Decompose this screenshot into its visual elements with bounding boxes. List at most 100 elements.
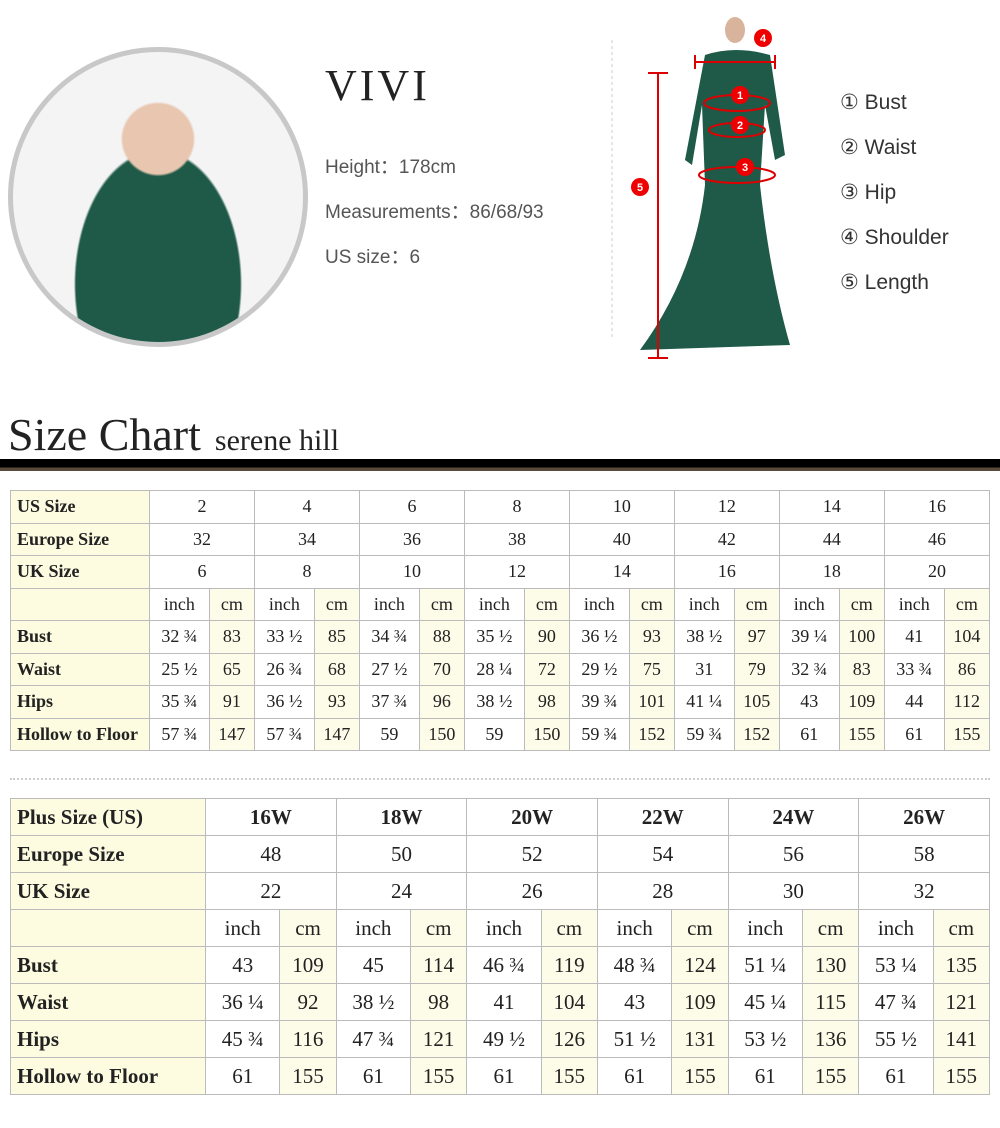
unit-cm: cm bbox=[410, 909, 468, 947]
inch-value: 57 ¾ bbox=[253, 717, 315, 751]
size-cell: 52 bbox=[466, 835, 598, 873]
size-cell: 4 bbox=[253, 490, 360, 524]
inch-value: 32 ¾ bbox=[149, 620, 210, 654]
inch-value: 61 bbox=[335, 1057, 412, 1095]
inch-value: 49 ½ bbox=[466, 1020, 542, 1058]
inch-value: 41 bbox=[883, 620, 945, 654]
row-label: Hips bbox=[10, 685, 150, 719]
size-cell: 2 bbox=[149, 490, 255, 524]
row-label: Hollow to Floor bbox=[10, 717, 150, 751]
plus-size-table: Plus Size (US) 16W 18W 20W 22W 24W 26W Europe S… bbox=[10, 798, 991, 1095]
unit-inch: inch bbox=[358, 587, 420, 621]
inch-value: 33 ½ bbox=[253, 620, 315, 654]
size-cell: 16 bbox=[673, 555, 780, 589]
inch-value: 46 ¾ bbox=[466, 946, 542, 984]
cm-value: 155 bbox=[932, 1057, 991, 1095]
unit-cm: cm bbox=[838, 587, 885, 621]
inch-value: 61 bbox=[466, 1057, 542, 1095]
size-cell: 22 bbox=[205, 872, 337, 910]
table-row: Hollow to Floor 61 155 61 155 61 155 61 155 61 155… bbox=[10, 1057, 991, 1095]
model-height: Height：178cm bbox=[325, 157, 456, 178]
unit-cm: cm bbox=[801, 909, 860, 947]
row-label: Bust bbox=[10, 620, 150, 654]
size-cell: 50 bbox=[335, 835, 468, 873]
cm-value: 152 bbox=[733, 717, 780, 751]
unit-row: inch cm inch cm inch cm inch cm inch cm inch cm bbox=[10, 909, 991, 947]
cm-value: 115 bbox=[801, 983, 860, 1021]
header-row: Europe Size 32 34 36 38 40 42 44 46 bbox=[10, 522, 991, 556]
legend-bust: ① Bust bbox=[840, 91, 907, 114]
size-cell: 26 bbox=[466, 872, 598, 910]
inch-value: 45 bbox=[335, 946, 412, 984]
inch-value: 43 bbox=[596, 983, 673, 1021]
row-label: Hollow to Floor bbox=[10, 1057, 206, 1095]
unit-inch: inch bbox=[673, 587, 735, 621]
inch-value: 25 ½ bbox=[149, 652, 210, 686]
row-label: US Size bbox=[10, 490, 150, 524]
size-cell: 42 bbox=[673, 522, 780, 556]
model-photo bbox=[8, 47, 308, 347]
inch-value: 61 bbox=[858, 1057, 934, 1095]
cm-value: 121 bbox=[410, 1020, 468, 1058]
cm-value: 116 bbox=[279, 1020, 337, 1058]
cm-value: 155 bbox=[943, 717, 991, 751]
size-cell: 10 bbox=[358, 555, 465, 589]
inch-value: 32 ¾ bbox=[778, 652, 840, 686]
cm-value: 150 bbox=[418, 717, 465, 751]
inch-value: 29 ½ bbox=[568, 652, 630, 686]
inch-value: 28 ¼ bbox=[463, 652, 525, 686]
unit-inch: inch bbox=[466, 909, 542, 947]
cm-value: 155 bbox=[671, 1057, 729, 1095]
cm-value: 119 bbox=[540, 946, 598, 984]
size-chart-heading: Size Chart serene hill bbox=[8, 408, 339, 461]
cm-value: 104 bbox=[540, 983, 598, 1021]
cm-value: 92 bbox=[279, 983, 337, 1021]
row-label: Waist bbox=[10, 983, 206, 1021]
marker-5: 5 bbox=[637, 182, 643, 194]
model-name: VIVI bbox=[325, 61, 430, 110]
size-cell: 6 bbox=[149, 555, 255, 589]
cm-value: 101 bbox=[628, 685, 675, 719]
row-label: Plus Size (US) bbox=[10, 798, 206, 836]
size-cell: 56 bbox=[727, 835, 860, 873]
marker-4: 4 bbox=[760, 33, 767, 45]
inch-value: 47 ¾ bbox=[335, 1020, 412, 1058]
inch-value: 61 bbox=[727, 1057, 803, 1095]
header-row: Europe Size 48 50 52 54 56 58 bbox=[10, 835, 990, 873]
size-cell: 12 bbox=[463, 555, 570, 589]
cm-value: 93 bbox=[628, 620, 675, 654]
cm-value: 152 bbox=[628, 717, 675, 751]
cm-value: 155 bbox=[838, 717, 885, 751]
unit-cm: cm bbox=[418, 587, 465, 621]
inch-value: 36 ¼ bbox=[204, 983, 281, 1021]
cm-value: 124 bbox=[671, 946, 729, 984]
cm-value: 70 bbox=[418, 652, 465, 686]
unit-row: inch cm inch cm inch cm inch cm inch cm inch cm inch… bbox=[10, 587, 991, 621]
inch-value: 53 ¼ bbox=[858, 946, 934, 984]
inch-value: 27 ½ bbox=[358, 652, 420, 686]
unit-cm: cm bbox=[943, 587, 991, 621]
cm-value: 109 bbox=[838, 685, 885, 719]
size-cell: 20 bbox=[883, 555, 991, 589]
marker-1: 1 bbox=[737, 90, 743, 102]
cm-value: 98 bbox=[523, 685, 570, 719]
size-cell: 44 bbox=[778, 522, 885, 556]
cm-value: 68 bbox=[313, 652, 360, 686]
cm-value: 65 bbox=[208, 652, 255, 686]
size-cell: 58 bbox=[858, 835, 990, 873]
size-cell: 24W bbox=[727, 798, 860, 836]
legend-length: ⑤ Length bbox=[840, 271, 929, 294]
inch-value: 35 ¾ bbox=[149, 685, 210, 719]
unit-inch: inch bbox=[568, 587, 630, 621]
inch-value: 61 bbox=[883, 717, 945, 751]
header-row: Plus Size (US) 16W 18W 20W 22W 24W 26W bbox=[10, 798, 990, 836]
size-cell: 18 bbox=[778, 555, 885, 589]
legend-hip: ③ Hip bbox=[840, 181, 897, 204]
cm-value: 130 bbox=[801, 946, 860, 984]
row-label: Europe Size bbox=[10, 522, 150, 556]
unit-inch: inch bbox=[778, 587, 840, 621]
inch-value: 45 ¾ bbox=[204, 1020, 281, 1058]
inch-value: 48 ¾ bbox=[596, 946, 673, 984]
unit-inch: inch bbox=[204, 909, 281, 947]
